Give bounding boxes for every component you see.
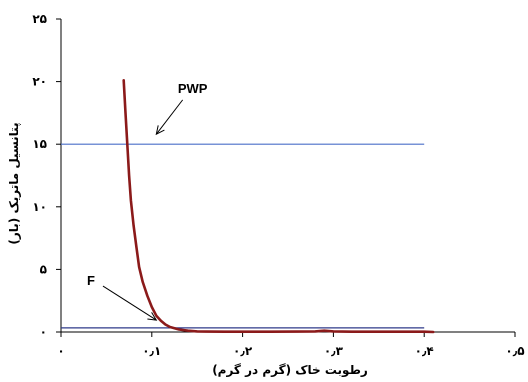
- arrow-head: [155, 125, 165, 136]
- y-tick-label: ۰: [40, 325, 47, 339]
- annotation-label: PWP: [178, 81, 208, 96]
- annotation-arrow: [102, 285, 157, 321]
- x-tick-label: ۰٫۴: [415, 344, 434, 358]
- x-tick-label: ۰٫۵: [505, 344, 524, 358]
- annotation-label: F: [87, 273, 95, 288]
- arrow-head: [147, 312, 158, 321]
- y-tick-label: ۱۰: [32, 200, 47, 214]
- x-tick-label: ۰٫۳: [324, 344, 344, 358]
- x-axis-ticks: ۰ ۰٫۱ ۰٫۲ ۰٫۳ ۰٫۴ ۰٫۵: [57, 332, 525, 358]
- x-tick-label: ۰٫۲: [233, 344, 253, 358]
- y-axis-ticks: ۰ ۵ ۱۰ ۱۵ ۲۰ ۲۵: [32, 12, 61, 339]
- series-line: [122, 79, 435, 334]
- y-tick-label: ۵: [40, 262, 47, 276]
- y-axis-title: پتانسیل ماتریک (بار): [7, 122, 21, 244]
- x-axis-title: رطوبت خاک (گرم در گرم): [212, 363, 368, 378]
- x-tick-label: ۰: [57, 344, 64, 358]
- y-tick-label: ۱۵: [32, 137, 47, 151]
- reference-lines: [61, 143, 425, 329]
- annotations: PWP F: [87, 81, 208, 321]
- x-tick-label: ۰٫۱: [142, 344, 161, 358]
- y-tick-label: ۲۵: [32, 12, 47, 26]
- y-tick-label: ۲۰: [32, 75, 47, 89]
- annotation-arrow: [155, 99, 184, 135]
